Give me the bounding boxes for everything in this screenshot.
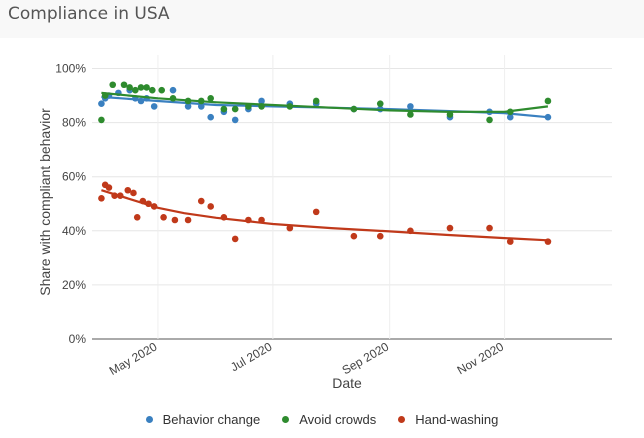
data-point [133, 213, 141, 221]
legend-label: Hand-washing [415, 412, 499, 427]
data-point [137, 84, 145, 91]
data-point [150, 203, 158, 210]
x-tick-label: Sep 2020 [340, 339, 392, 377]
data-point [169, 86, 177, 94]
data-point [126, 84, 133, 91]
data-point [150, 103, 158, 110]
data-point [137, 97, 145, 105]
legend-marker-icon [145, 416, 153, 423]
y-tick-label: 40% [62, 224, 86, 238]
legend-label: Behavior change [162, 412, 261, 427]
y-tick-label: 80% [62, 116, 86, 130]
legend-item[interactable]: Behavior change [145, 412, 261, 427]
data-point [220, 213, 228, 221]
data-point [197, 103, 205, 110]
legend-marker-icon [282, 416, 290, 423]
x-axis-title: Date [332, 375, 362, 391]
data-point [376, 232, 384, 240]
data-point [544, 238, 552, 245]
plot-background [0, 38, 644, 438]
data-point [184, 216, 192, 224]
data-point [207, 113, 214, 121]
data-point [120, 81, 128, 89]
data-point [506, 238, 514, 245]
data-point [143, 84, 150, 91]
data-point [312, 208, 320, 216]
data-point [220, 105, 228, 113]
data-point [109, 81, 117, 89]
y-tick-label: 100% [55, 62, 86, 76]
data-point [145, 200, 152, 208]
y-tick-label: 20% [62, 278, 86, 292]
data-point [160, 213, 167, 221]
data-point [148, 86, 156, 94]
data-point [446, 224, 454, 232]
data-point [130, 189, 137, 197]
data-point [376, 100, 384, 107]
data-point [446, 111, 454, 118]
data-point [98, 116, 105, 124]
data-point [245, 103, 252, 110]
data-point [486, 116, 493, 124]
legend-label: Avoid crowds [299, 412, 377, 427]
data-point [158, 86, 166, 94]
y-axis-title: Share with compliant behavior [37, 108, 53, 296]
data-point [132, 86, 139, 94]
data-point [258, 216, 265, 224]
legend-marker-icon [398, 416, 406, 423]
data-point [171, 216, 179, 224]
data-point [197, 197, 205, 205]
trend-line-avoid-crowds [101, 91, 549, 113]
data-point [98, 195, 105, 202]
data-point [258, 103, 265, 110]
trend-line-hand-washing [101, 189, 548, 242]
data-point [245, 216, 252, 224]
data-point [111, 192, 118, 199]
legend: Behavior change Avoid crowds Hand-washing [0, 412, 644, 427]
data-point [231, 116, 239, 124]
data-point [407, 103, 414, 110]
data-point [197, 97, 205, 105]
y-tick-label: 0% [69, 332, 87, 346]
legend-item[interactable]: Avoid crowds [282, 412, 376, 427]
data-point [286, 224, 294, 232]
data-point [207, 203, 214, 210]
data-point [407, 227, 414, 235]
data-point [258, 97, 265, 105]
data-point [407, 111, 414, 118]
x-tick-label: Jul 2020 [228, 339, 275, 374]
data-point [544, 113, 552, 121]
y-tick-label: 60% [62, 170, 86, 184]
data-point [101, 92, 109, 99]
data-point [207, 94, 214, 102]
legend-item[interactable]: Hand-washing [398, 412, 498, 427]
x-tick-label: Nov 2020 [455, 339, 507, 377]
data-point [124, 186, 132, 194]
data-point [286, 103, 294, 110]
data-point [184, 97, 192, 105]
data-point [231, 235, 239, 243]
data-point [312, 97, 320, 105]
data-point [350, 105, 358, 113]
data-point [231, 105, 239, 113]
data-point [350, 232, 358, 240]
data-point [506, 108, 514, 116]
data-point [98, 100, 105, 107]
data-point [184, 103, 192, 110]
data-point [544, 97, 552, 105]
data-point [105, 184, 113, 191]
data-point [169, 94, 177, 102]
data-point [486, 224, 493, 232]
x-tick-label: May 2020 [107, 339, 160, 378]
data-point [139, 197, 147, 205]
data-point [116, 192, 124, 199]
page-title: Compliance in USA [8, 4, 170, 24]
data-point [506, 113, 514, 121]
